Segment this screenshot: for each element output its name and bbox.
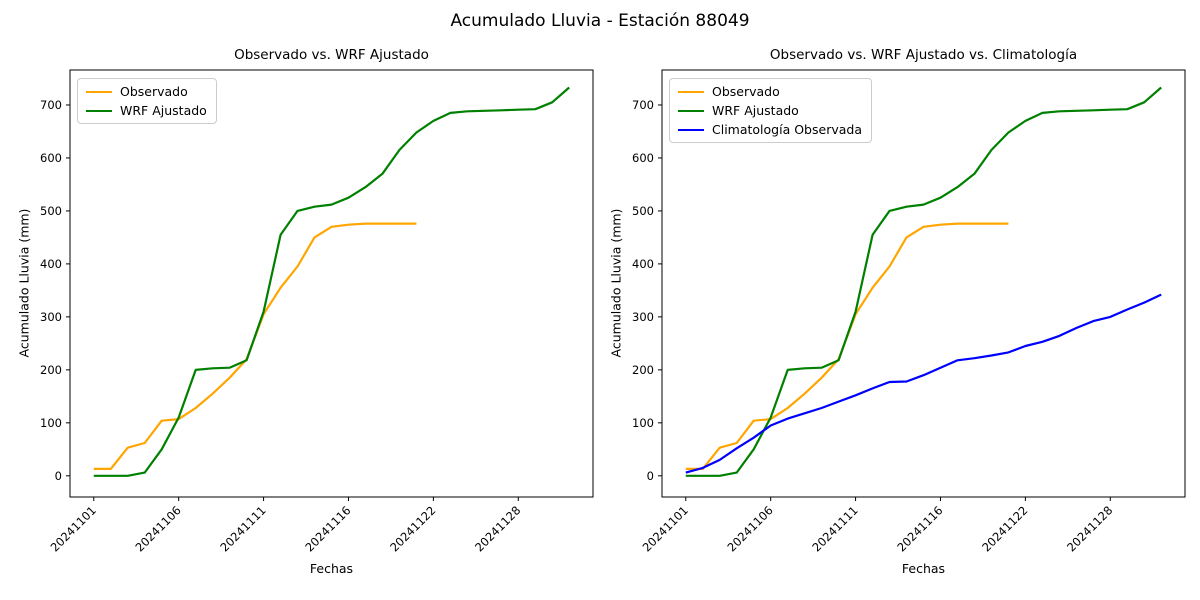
y-tick-label: 700 — [632, 98, 654, 112]
legend-label: Climatología Observada — [712, 122, 862, 137]
y-tick-label: 400 — [632, 257, 654, 271]
subplot-right-ylabel: Acumulado Lluvia (mm) — [608, 208, 624, 358]
x-tick-label: 20241101 — [640, 503, 691, 554]
legend-entry: Observado — [678, 84, 862, 99]
legend-line-swatch — [86, 109, 112, 112]
legend-line-swatch — [678, 109, 704, 112]
x-tick-label: 20241116 — [302, 503, 353, 554]
y-tick-label: 700 — [40, 98, 62, 112]
subplot-left-legend: Observado WRF Ajustado — [77, 78, 217, 124]
axes-frame — [69, 69, 594, 498]
y-tick-label: 400 — [40, 257, 62, 271]
x-tick-label: 20241122 — [387, 503, 438, 554]
y-tick-label: 0 — [647, 469, 654, 483]
y-tick-label: 600 — [632, 151, 654, 165]
subplot-left-axes: 0 100 200 300 400 500 600 700 20241101 20241106 20… — [40, 69, 594, 555]
y-tick-label: 300 — [632, 310, 654, 324]
subplot-right-xlabel: Fechas — [901, 561, 946, 576]
y-tick-label: 500 — [40, 204, 62, 218]
legend-label: WRF Ajustado — [120, 103, 207, 118]
legend-line-swatch — [86, 90, 112, 93]
legend-label: WRF Ajustado — [712, 103, 799, 118]
legend-label: Observado — [712, 84, 780, 99]
legend-line-swatch — [678, 90, 704, 93]
subplot-left-title: Observado vs. WRF Ajustado — [234, 47, 429, 63]
subplot-right-legend: Observado WRF Ajustado Climatología Observ… — [669, 78, 872, 143]
legend-line-swatch — [678, 128, 704, 131]
x-tick-label: 20241111 — [809, 503, 860, 554]
y-tick-label: 0 — [55, 469, 62, 483]
x-tick-label: 20241122 — [979, 503, 1030, 554]
legend-label: Observado — [120, 84, 188, 99]
x-tick-label: 20241116 — [894, 503, 945, 554]
y-tick-label: 300 — [40, 310, 62, 324]
y-tick-label: 100 — [632, 416, 654, 430]
legend-entry: WRF Ajustado — [86, 103, 207, 118]
x-tick-label: 20241106 — [132, 503, 183, 554]
figure-title: Acumulado Lluvia - Estación 88049 — [450, 11, 750, 31]
x-tick-label: 20241106 — [724, 503, 775, 554]
y-tick-label: 200 — [40, 363, 62, 377]
x-tick-label: 20241128 — [1064, 503, 1115, 554]
y-tick-label: 600 — [40, 151, 62, 165]
series-line-wrf-ajustado — [685, 86, 1162, 477]
y-tick-label: 100 — [40, 416, 62, 430]
series-line-observado — [685, 222, 1009, 470]
series-line-wrf-ajustado — [93, 86, 570, 477]
subplot-left-xlabel: Fechas — [309, 561, 354, 576]
series-line-observado — [93, 222, 417, 470]
x-tick-label: 20241128 — [472, 503, 523, 554]
legend-entry: Observado — [86, 84, 207, 99]
subplot-left-ylabel: Acumulado Lluvia (mm) — [16, 208, 32, 358]
series-line-climatolog-a-observada — [685, 293, 1162, 474]
axes-frame — [661, 69, 1186, 498]
legend-entry: WRF Ajustado — [678, 103, 862, 118]
legend-entry: Climatología Observada — [678, 122, 862, 137]
x-tick-label: 20241101 — [48, 503, 99, 554]
subplot-right-title: Observado vs. WRF Ajustado vs. Climatolo… — [769, 47, 1078, 63]
y-tick-label: 200 — [632, 363, 654, 377]
y-tick-label: 500 — [632, 204, 654, 218]
x-tick-label: 20241111 — [217, 503, 268, 554]
